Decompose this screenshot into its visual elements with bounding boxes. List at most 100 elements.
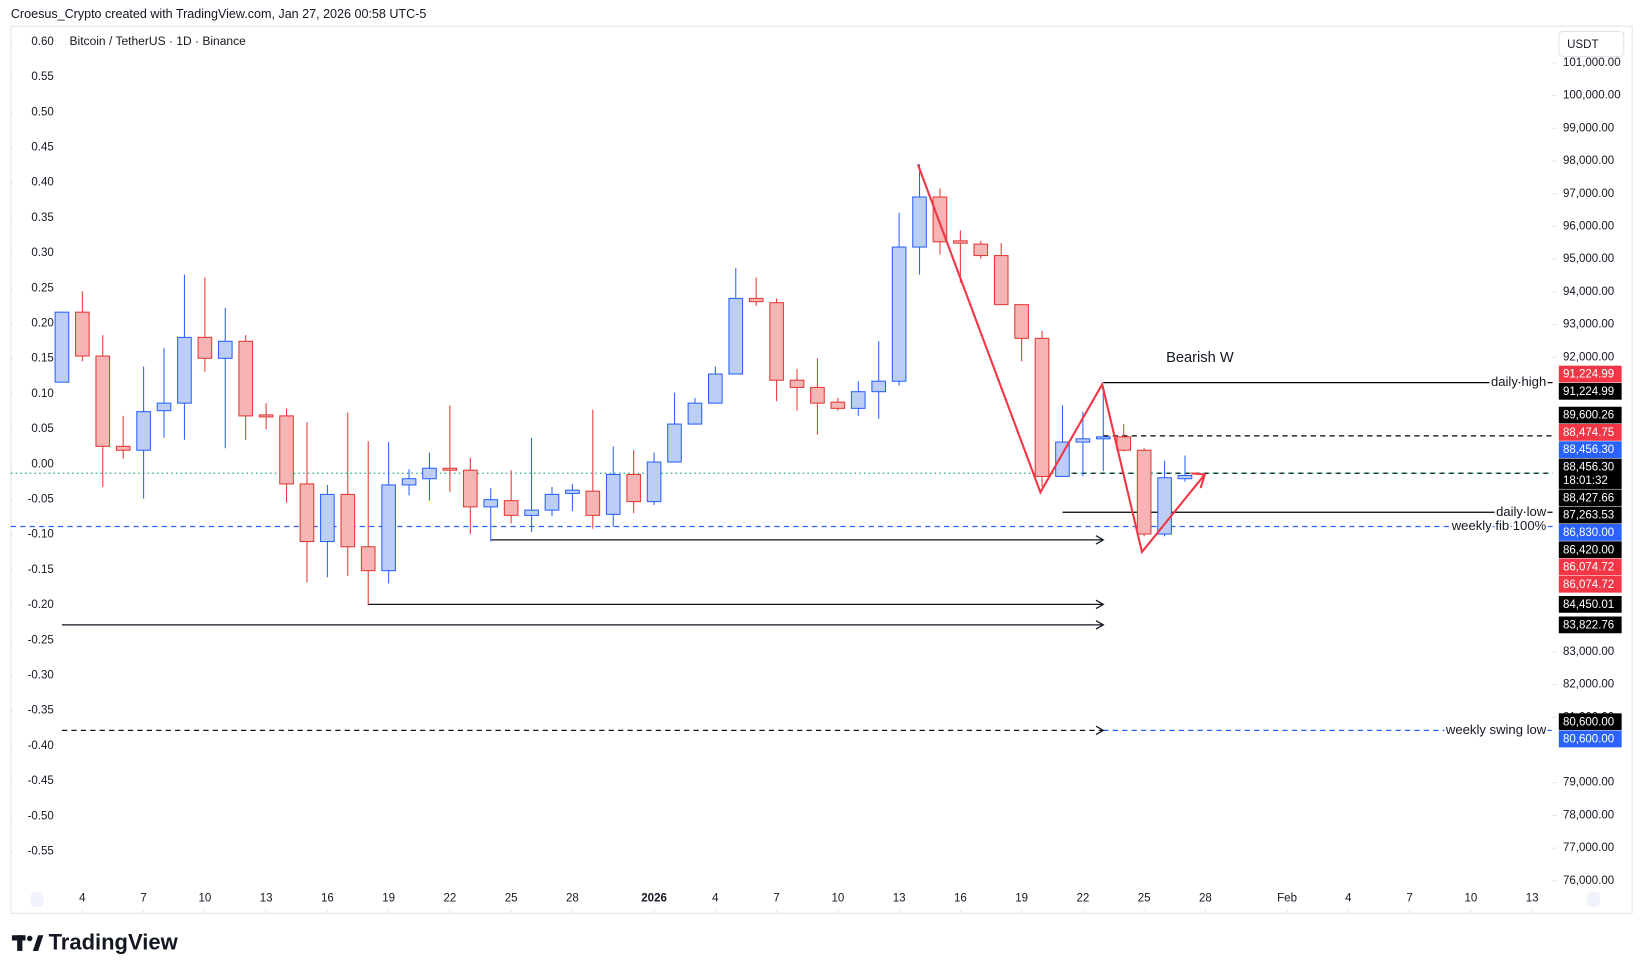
candle-body: [1014, 304, 1029, 339]
pattern-arrowhead: [1191, 472, 1207, 489]
x-tick-label: Feb: [1277, 893, 1297, 905]
candle-body: [1034, 337, 1050, 477]
candle-body: [585, 490, 601, 516]
x-tick-label: 28: [566, 893, 579, 905]
candle-body: [646, 461, 662, 503]
y-tick-label: 96,000.00: [1563, 220, 1614, 232]
x-tick-label: 16: [321, 893, 334, 905]
price-label-box: [1558, 541, 1622, 559]
price-label-box: [1558, 506, 1622, 524]
price-label-box: [1558, 406, 1622, 424]
price-label-box: [1558, 424, 1622, 441]
x-tick-label: 25: [505, 893, 518, 905]
x-tick-label: 10: [1464, 893, 1477, 905]
candle-body: [483, 499, 499, 508]
price-label-box: [1558, 365, 1622, 383]
x-tick-label: 25: [1138, 893, 1151, 905]
y2-tick-label: -0.20: [28, 599, 54, 611]
y-tick-label: 101,000.00: [1563, 57, 1621, 69]
level-label: daily low: [1496, 504, 1547, 519]
price-label: 88,427.66: [1563, 492, 1614, 504]
y2-tick-label: 0.40: [31, 177, 53, 189]
y2-tick-label: -0.50: [28, 810, 54, 822]
candle-body: [340, 493, 356, 548]
y2-tick-label: 0.00: [31, 458, 53, 470]
level-label: weekly swing low: [1445, 722, 1547, 737]
candle-body: [953, 240, 968, 244]
arrow-head: [1095, 725, 1105, 736]
y2-tick-label: 0.25: [31, 282, 53, 294]
y-tick-label: 97,000.00: [1563, 188, 1614, 200]
candle-body: [422, 467, 437, 480]
price-label: 88,456.30: [1563, 444, 1614, 456]
y-tick-label: 76,000.00: [1563, 875, 1614, 887]
candle-body: [136, 411, 151, 451]
x-tick-label: 4: [712, 893, 719, 905]
legend: Bitcoin / TetherUS · 1D · Binance: [70, 34, 247, 48]
y2-tick-label: 0.35: [31, 212, 53, 224]
auto-scale-button[interactable]: [1587, 892, 1600, 907]
y-tick-label: 95,000.00: [1563, 253, 1614, 265]
candle-body: [1177, 474, 1193, 480]
arrow-head: [1095, 535, 1105, 545]
candle-body: [75, 311, 90, 357]
x-tick-label: 13: [260, 893, 273, 905]
candle-body: [708, 373, 723, 404]
price-label: 80,600.00: [1563, 734, 1614, 746]
y2-tick-label: 0.55: [31, 71, 53, 83]
y2-tick-label: 0.45: [31, 142, 53, 154]
x-tick-label: 2026: [641, 893, 667, 905]
candle-body: [156, 402, 172, 412]
y2-tick-label: -0.05: [28, 494, 54, 506]
candle-body: [524, 509, 539, 516]
y2-tick-label: 0.20: [31, 318, 53, 330]
currency-button[interactable]: [1558, 30, 1625, 58]
price-label: 83,822.76: [1563, 619, 1614, 631]
candle-body: [605, 473, 621, 515]
y2-tick-label: -0.55: [28, 845, 54, 857]
price-label: 86,074.72: [1563, 562, 1614, 574]
candle-body: [320, 493, 335, 543]
price-label: 86,074.72: [1563, 579, 1614, 591]
x-tick-label: 19: [1015, 893, 1028, 905]
candle-body: [381, 484, 396, 572]
candle-body: [850, 391, 866, 409]
candle-body: [769, 302, 784, 381]
y2-tick-label: -0.25: [28, 634, 54, 646]
y-tick-label: 79,000.00: [1563, 777, 1614, 789]
candle-body: [912, 196, 927, 248]
candle-body: [1075, 438, 1091, 443]
y-tick-label: 100,000.00: [1563, 90, 1621, 102]
y2-tick-label: -0.35: [28, 705, 54, 717]
candle-body: [401, 478, 417, 486]
candle-body: [1095, 436, 1111, 440]
x-tick-label: 10: [198, 893, 211, 905]
price-label-box: [1558, 458, 1622, 489]
y2-tick-label: 0.10: [31, 388, 53, 400]
candle-body: [258, 414, 274, 418]
y2-tick-label: -0.45: [28, 775, 54, 787]
y2-tick-label: -0.15: [28, 564, 54, 576]
y-tick-label: 77,000.00: [1563, 842, 1614, 854]
candle-body: [687, 402, 703, 425]
candle-body: [95, 355, 111, 447]
plot: 0.60 0.55 0.50 0.45 0.40 0.35 0.30 0.25 0.20 0.15…: [10, 36, 1621, 914]
price-label: 91,224.99: [1563, 369, 1614, 381]
candle-body: [217, 340, 233, 359]
currency[interactable]: USDT: [1567, 39, 1598, 51]
y-tick-label: 98,000.00: [1563, 155, 1614, 167]
price-label-box: [1558, 616, 1622, 634]
logo: TradingView: [49, 929, 179, 954]
price-label: 89,600.26: [1563, 410, 1614, 422]
price-label: 87,263.53: [1563, 510, 1614, 522]
price-label-box: [1558, 575, 1622, 593]
y2-tick-label: 0.50: [31, 106, 53, 118]
price-label: 91,224.99: [1563, 386, 1614, 398]
candle-body: [177, 336, 192, 404]
y-tick-label: 83,000.00: [1563, 646, 1614, 658]
zoom-button[interactable]: [30, 892, 44, 907]
level-label: weekly fib 100%: [1451, 518, 1547, 533]
logo-icon: [11, 935, 44, 951]
candle-body: [442, 467, 458, 471]
